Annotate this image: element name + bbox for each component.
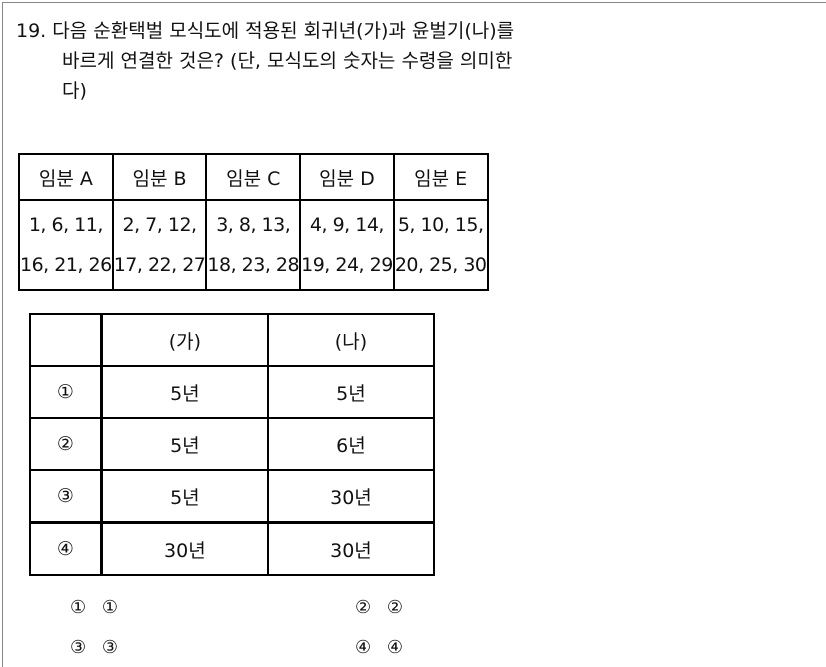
cell: 30년: [266, 469, 436, 524]
cell-line: 3, 8, 13,: [216, 214, 291, 236]
question-line-3: 다): [62, 80, 87, 102]
choice-4[interactable]: ④ ④: [355, 637, 403, 658]
cell: 1, 6, 11, 16, 21, 26: [18, 199, 114, 291]
header-cell: [28, 313, 103, 367]
cell-line: 4, 9, 14,: [309, 214, 385, 236]
cell: 3, 8, 13, 18, 23, 28: [205, 199, 302, 291]
cell-line: 16, 21, 26: [20, 254, 112, 276]
cell: 30년: [100, 521, 269, 576]
cell-line: 18, 23, 28: [207, 254, 300, 276]
option-label: ②: [28, 417, 103, 471]
header-cell: (가): [100, 313, 269, 367]
cell: 6년: [266, 417, 436, 471]
table-row: 1, 6, 11, 16, 21, 26 2, 7, 12, 17, 22, 27 …: [18, 199, 489, 291]
header-cell: 임분 E: [392, 153, 489, 201]
choice-3[interactable]: ③ ③: [70, 637, 118, 658]
choice-1[interactable]: ① ①: [70, 597, 118, 618]
question-text: 19. 다음 순환택벌 모식도에 적용된 회귀년(가)과 윤벌기(나)를 바르게…: [16, 16, 776, 106]
compartment-table: 임분 A 임분 B 임분 C 임분 D 임분 E 1, 6, 11, 16, 21…: [18, 153, 489, 291]
cell: 5년: [100, 417, 269, 471]
option-label: ④: [28, 521, 103, 576]
header-cell: 임분 B: [111, 153, 208, 201]
cell: 5년: [100, 469, 269, 524]
option-label: ①: [28, 365, 103, 419]
choice-2[interactable]: ② ②: [355, 597, 403, 618]
option-label: ③: [28, 469, 103, 524]
question-line-2: 바르게 연결한 것은? (단, 모식도의 숫자는 수령을 의미한: [62, 50, 513, 72]
cell-line: 1, 6, 11,: [28, 214, 104, 236]
header-cell: 임분 D: [299, 153, 395, 201]
cell-line: 20, 25, 30: [394, 254, 487, 276]
cell-line: 17, 22, 27: [113, 254, 206, 276]
header-cell: 임분 A: [18, 153, 114, 201]
page-border-left: [2, 2, 3, 667]
cell: 2, 7, 12, 17, 22, 27: [111, 199, 208, 291]
question-number: 19.: [16, 20, 47, 42]
answer-table: (가) (나) ① 5년 5년 ② 5년 6년 ③ 5년 30년 ④ 30년 3…: [28, 313, 436, 576]
table-row: ④ 30년 30년: [28, 521, 436, 576]
table-header-row: 임분 A 임분 B 임분 C 임분 D 임분 E: [18, 153, 489, 201]
header-cell: 임분 C: [205, 153, 302, 201]
table-row: ② 5년 6년: [28, 417, 436, 471]
question-line-text: 다음 순환택벌 모식도에 적용된 회귀년(가)과 윤벌기(나)를: [52, 20, 515, 42]
table-row: ③ 5년 30년: [28, 469, 436, 524]
cell-line: 2, 7, 12,: [122, 214, 198, 236]
cell: 5년: [100, 365, 269, 419]
cell: 5, 10, 15, 20, 25, 30: [392, 199, 489, 291]
table-row: ① 5년 5년: [28, 365, 436, 419]
header-cell: (나): [266, 313, 436, 367]
page-border-top: [2, 2, 826, 3]
cell: 4, 9, 14, 19, 24, 29: [299, 199, 395, 291]
cell: 5년: [266, 365, 436, 419]
cell-line: 19, 24, 29: [301, 254, 393, 276]
cell-line: 5, 10, 15,: [397, 214, 484, 236]
cell: 30년: [266, 521, 436, 576]
table-header-row: (가) (나): [28, 313, 436, 367]
question-line-1: 19. 다음 순환택벌 모식도에 적용된 회귀년(가)과 윤벌기(나)를: [16, 16, 776, 46]
